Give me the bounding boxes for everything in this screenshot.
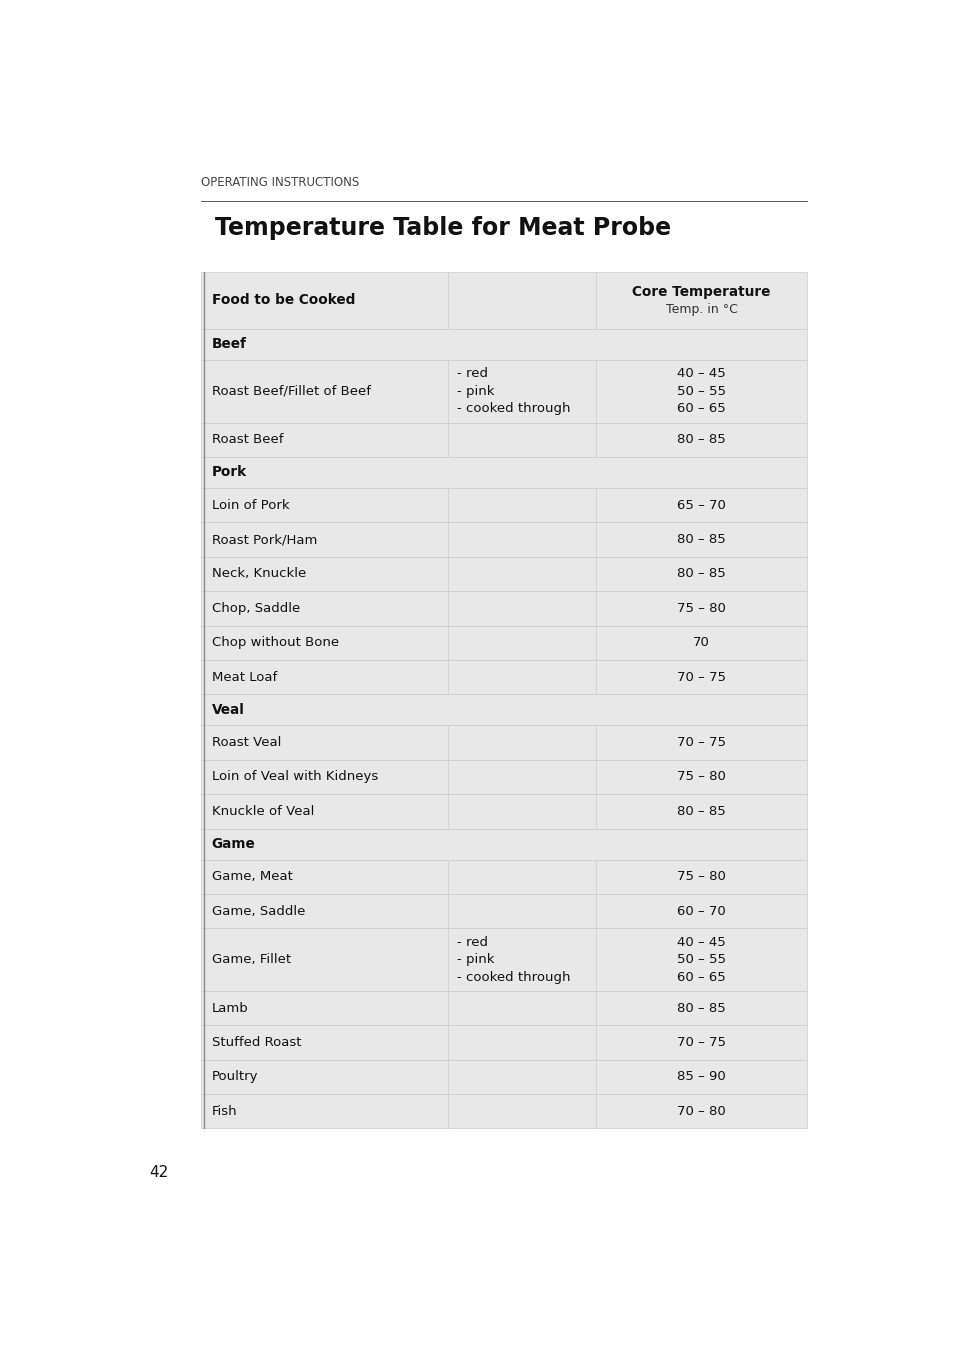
Text: Roast Beef/Fillet of Beef: Roast Beef/Fillet of Beef <box>212 385 371 397</box>
Text: 70 – 75: 70 – 75 <box>677 735 725 749</box>
Text: Lamb: Lamb <box>212 1002 248 1014</box>
Text: 50 – 55: 50 – 55 <box>677 385 725 397</box>
Text: 80 – 85: 80 – 85 <box>677 568 725 580</box>
Bar <box>200 860 806 894</box>
Text: Beef: Beef <box>212 338 247 352</box>
Text: Chop, Saddle: Chop, Saddle <box>212 602 299 615</box>
Text: - cooked through: - cooked through <box>456 403 570 415</box>
Text: 70: 70 <box>692 637 709 649</box>
Text: Core Temperature: Core Temperature <box>632 284 770 299</box>
Text: Chop without Bone: Chop without Bone <box>212 637 338 649</box>
Text: - pink: - pink <box>456 385 494 397</box>
Bar <box>200 794 806 829</box>
Text: 75 – 80: 75 – 80 <box>677 771 725 783</box>
Text: 60 – 65: 60 – 65 <box>677 971 725 984</box>
Text: Temperature Table for Meat Probe: Temperature Table for Meat Probe <box>215 216 671 241</box>
Bar <box>200 360 806 422</box>
Text: 75 – 80: 75 – 80 <box>677 871 725 883</box>
Bar <box>200 660 806 694</box>
Text: 60 – 65: 60 – 65 <box>677 403 725 415</box>
Text: 85 – 90: 85 – 90 <box>677 1071 725 1083</box>
Text: - red: - red <box>456 368 488 380</box>
Bar <box>200 929 806 991</box>
Bar <box>200 626 806 660</box>
Bar <box>200 694 806 726</box>
Text: Roast Beef: Roast Beef <box>212 433 283 446</box>
Text: Roast Veal: Roast Veal <box>212 735 281 749</box>
Text: - red: - red <box>456 936 488 949</box>
Text: - pink: - pink <box>456 953 494 967</box>
Bar <box>200 991 806 1025</box>
Text: 60 – 70: 60 – 70 <box>677 904 725 918</box>
Text: Neck, Knuckle: Neck, Knuckle <box>212 568 306 580</box>
Text: 80 – 85: 80 – 85 <box>677 804 725 818</box>
Text: Game, Saddle: Game, Saddle <box>212 904 305 918</box>
Bar <box>200 591 806 626</box>
Bar <box>200 423 806 457</box>
Text: Fish: Fish <box>212 1105 237 1118</box>
Bar <box>200 726 806 760</box>
Text: - cooked through: - cooked through <box>456 971 570 984</box>
Bar <box>200 760 806 794</box>
Text: Loin of Veal with Kidneys: Loin of Veal with Kidneys <box>212 771 377 783</box>
Text: Roast Pork/Ham: Roast Pork/Ham <box>212 533 316 546</box>
Text: Game: Game <box>212 837 255 852</box>
Bar <box>200 1025 806 1060</box>
Text: 65 – 70: 65 – 70 <box>677 499 725 512</box>
Bar <box>200 1060 806 1094</box>
Text: 70 – 75: 70 – 75 <box>677 1036 725 1049</box>
Text: Pork: Pork <box>212 465 247 480</box>
Text: 50 – 55: 50 – 55 <box>677 953 725 967</box>
Text: 75 – 80: 75 – 80 <box>677 602 725 615</box>
Text: Meat Loaf: Meat Loaf <box>212 671 276 684</box>
Text: Game, Meat: Game, Meat <box>212 871 293 883</box>
Text: Loin of Pork: Loin of Pork <box>212 499 289 512</box>
Text: Stuffed Roast: Stuffed Roast <box>212 1036 301 1049</box>
Text: Veal: Veal <box>212 703 244 717</box>
Text: Knuckle of Veal: Knuckle of Veal <box>212 804 314 818</box>
Bar <box>200 457 806 488</box>
Bar <box>200 329 806 360</box>
Bar <box>200 557 806 591</box>
Bar <box>200 272 806 329</box>
Text: Temp. in °C: Temp. in °C <box>665 303 737 316</box>
Bar <box>200 488 806 522</box>
Bar <box>200 894 806 929</box>
Text: 80 – 85: 80 – 85 <box>677 433 725 446</box>
Text: 40 – 45: 40 – 45 <box>677 936 725 949</box>
Bar <box>200 522 806 557</box>
Bar <box>200 829 806 860</box>
Text: Poultry: Poultry <box>212 1071 258 1083</box>
Text: 70 – 80: 70 – 80 <box>677 1105 725 1118</box>
Text: 40 – 45: 40 – 45 <box>677 368 725 380</box>
Text: OPERATING INSTRUCTIONS: OPERATING INSTRUCTIONS <box>200 176 358 189</box>
Bar <box>200 1094 806 1129</box>
Text: Game, Fillet: Game, Fillet <box>212 953 291 967</box>
Text: Food to be Cooked: Food to be Cooked <box>212 293 355 307</box>
Text: 42: 42 <box>149 1165 168 1180</box>
Text: 80 – 85: 80 – 85 <box>677 1002 725 1014</box>
Text: 70 – 75: 70 – 75 <box>677 671 725 684</box>
Text: 80 – 85: 80 – 85 <box>677 533 725 546</box>
